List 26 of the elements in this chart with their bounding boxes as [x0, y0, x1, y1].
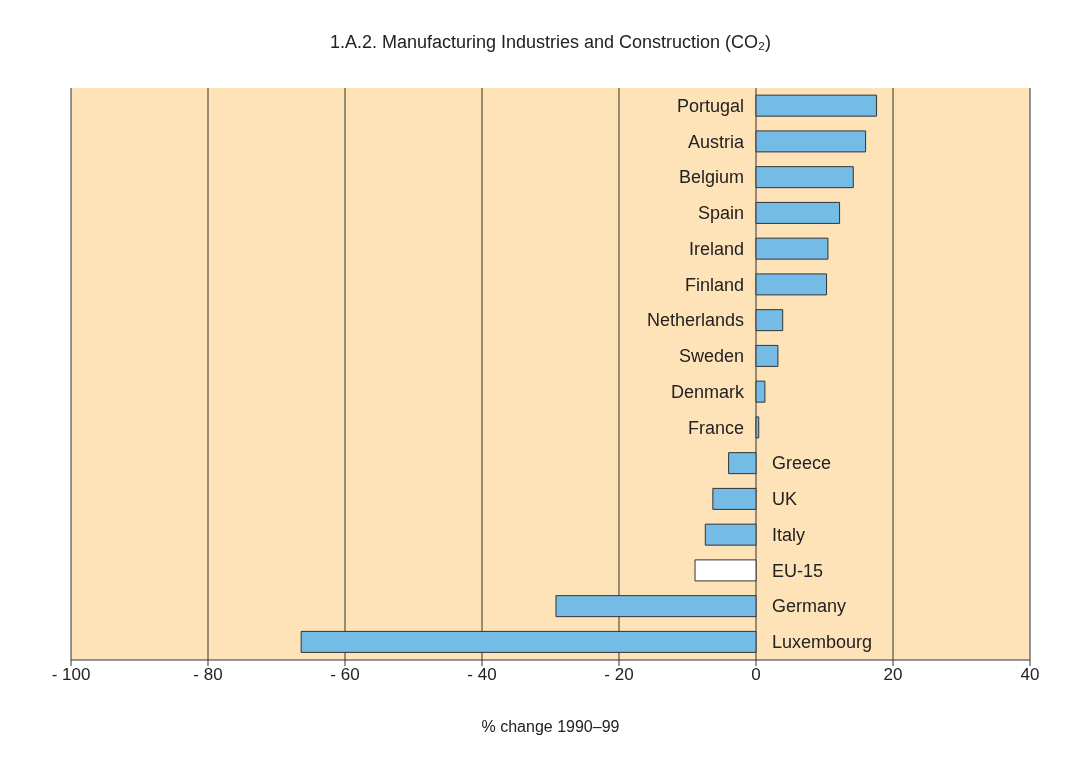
y-tick-label: Greece: [772, 453, 832, 474]
x-tick-label: 40: [1020, 665, 1040, 685]
y-tick-label: Austria: [687, 131, 745, 152]
x-tick-label: - 20: [604, 665, 634, 685]
y-tick-label: Denmark: [670, 381, 745, 402]
y-tick-label: Germany: [772, 596, 847, 617]
y-tick-label: Sweden: [678, 346, 744, 367]
y-tick-label: Italy: [772, 524, 806, 545]
y-tick-label: France: [687, 417, 744, 438]
x-tick-label: 0: [751, 665, 761, 685]
x-tick-label: - 60: [330, 665, 360, 685]
y-tick-label: EU-15: [772, 560, 824, 581]
y-tick-label: UK: [772, 489, 798, 510]
x-tick-label: - 40: [467, 665, 497, 685]
x-tick-label: - 100: [51, 665, 91, 685]
y-tick-label: Netherlands: [646, 310, 744, 331]
chart-title: 1.A.2. Manufacturing Industries and Construction (CO₂): [329, 32, 772, 52]
y-tick-label: Portugal: [676, 95, 744, 116]
y-tick-label: Belgium: [678, 167, 744, 188]
y-tick-label: Finland: [684, 274, 744, 295]
y-tick-label: Luxembourg: [772, 632, 873, 653]
x-tick-label: 20: [883, 665, 903, 685]
y-tick-label: Ireland: [688, 238, 744, 259]
y-tick-label: Spain: [697, 203, 744, 224]
x-axis-title: % change 1990–99: [481, 718, 620, 735]
x-tick-label: - 80: [193, 665, 223, 685]
